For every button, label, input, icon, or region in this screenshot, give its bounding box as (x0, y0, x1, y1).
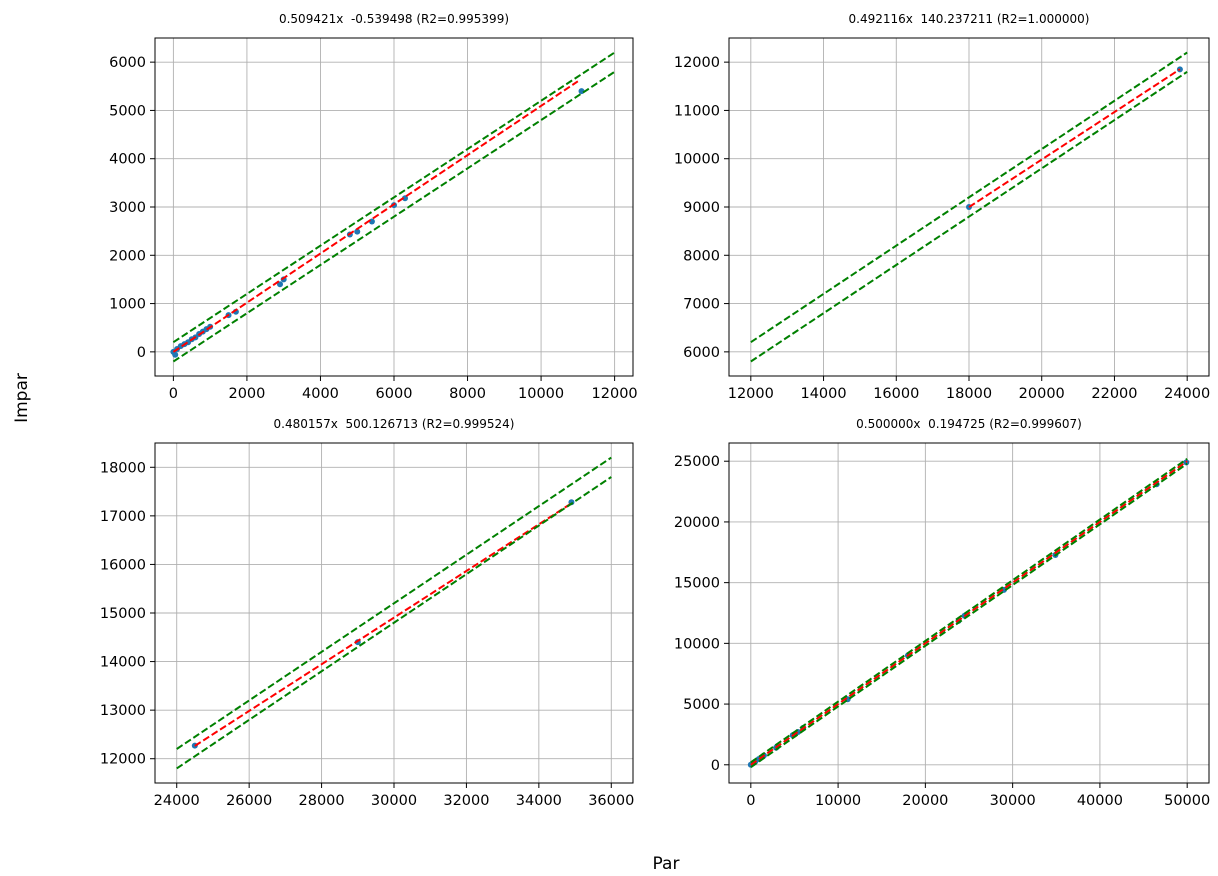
x-tick-label: 36000 (588, 793, 634, 809)
data-point (172, 351, 179, 358)
x-tick-label: 34000 (516, 793, 562, 809)
x-tick-label: 30000 (371, 793, 417, 809)
y-tick-label: 8000 (683, 248, 720, 264)
x-tick-label: 20000 (1019, 386, 1065, 402)
x-tick-label: 22000 (1091, 386, 1137, 402)
y-tick-label: 5000 (109, 103, 146, 119)
y-tick-label: 6000 (683, 345, 720, 361)
chart-panel-3: 24000 26000 28000 30000 32000 34000 36000 12000… (100, 417, 634, 809)
figure-ylabel: Impar (12, 373, 32, 423)
x-tick-label: 10000 (815, 793, 861, 809)
fit-line (194, 502, 572, 747)
y-tick-label: 3000 (109, 200, 146, 216)
x-tick-label: 12000 (592, 386, 638, 402)
plot-area (747, 457, 1190, 769)
x-tick-label: 26000 (226, 793, 272, 809)
x-tick-label: 40000 (1077, 793, 1123, 809)
y-tick-label: 5000 (683, 697, 720, 713)
plot-area (176, 456, 612, 770)
x-tick-label: 50000 (1164, 793, 1210, 809)
data-point (277, 281, 284, 288)
fit-line (968, 68, 1181, 208)
y-tick-label: 25000 (674, 454, 720, 470)
y-tick-label: 17000 (100, 509, 146, 525)
x-tick-label: 14000 (800, 386, 846, 402)
x-tick-label: 30000 (990, 793, 1036, 809)
x-tick-label: 4000 (302, 386, 339, 402)
subplot-title: 0.500000x 0.194725 (R2=0.999607) (856, 417, 1082, 431)
y-tick-label: 7000 (683, 297, 720, 313)
subplot-title: 0.480157x 500.126713 (R2=0.999524) (274, 417, 515, 431)
x-tick-label: 2000 (228, 386, 265, 402)
y-tick-label: 1000 (109, 297, 146, 313)
x-tick-label: 32000 (443, 793, 489, 809)
x-tick-label: 16000 (873, 386, 919, 402)
subplot-title: 0.492116x 140.237211 (R2=1.000000) (849, 12, 1090, 26)
y-tick-label: 10000 (674, 152, 720, 168)
axes-frame (728, 442, 1210, 784)
fit-line (172, 80, 579, 353)
y-tick-label: 15000 (100, 606, 146, 622)
x-tick-label: 20000 (902, 793, 948, 809)
x-tick-label: 0 (169, 386, 178, 402)
x-tick-label: 18000 (946, 386, 992, 402)
band-line (172, 70, 616, 363)
x-tick-label: 28000 (299, 793, 345, 809)
x-tick-label: 8000 (449, 386, 486, 402)
y-tick-label: 16000 (100, 557, 146, 573)
data-point (368, 218, 375, 225)
band-line (750, 70, 1188, 363)
chart-panel-1: 0 2000 4000 6000 8000 10000 12000 0 1000 2000 3000… (109, 12, 638, 402)
fit-line (750, 460, 1188, 766)
y-tick-label: 2000 (109, 248, 146, 264)
subplot-title: 0.509421x -0.539498 (R2=0.995399) (279, 12, 509, 26)
data-point (354, 228, 361, 235)
y-tick-label: 13000 (100, 703, 146, 719)
plot-area (750, 51, 1188, 363)
x-tick-label: 0 (746, 793, 755, 809)
x-tick-label: 12000 (728, 386, 774, 402)
x-tick-label: 24000 (154, 793, 200, 809)
y-tick-label: 0 (711, 758, 720, 774)
x-tick-label: 10000 (518, 386, 564, 402)
x-tick-label: 6000 (376, 386, 413, 402)
y-tick-label: 18000 (100, 460, 146, 476)
chart-panel-4: 0 10000 20000 30000 40000 50000 0 5000 10000 1500… (674, 417, 1210, 809)
chart-panel-2: 12000 14000 16000 18000 20000 22000 24000 6000 7… (674, 12, 1210, 402)
band-line (750, 457, 1188, 764)
y-tick-label: 12000 (100, 752, 146, 768)
band-line (176, 476, 612, 770)
band-line (172, 51, 616, 344)
band-line (750, 51, 1188, 344)
band-line (750, 462, 1188, 769)
y-tick-label: 11000 (674, 103, 720, 119)
figure-xlabel: Par (653, 854, 680, 874)
y-tick-label: 12000 (674, 55, 720, 71)
y-tick-label: 4000 (109, 152, 146, 168)
x-tick-label: 24000 (1164, 386, 1210, 402)
y-tick-label: 20000 (674, 515, 720, 531)
band-line (176, 456, 612, 750)
y-tick-label: 0 (137, 345, 146, 361)
y-tick-label: 6000 (109, 55, 146, 71)
y-tick-label: 15000 (674, 576, 720, 592)
y-tick-label: 10000 (674, 636, 720, 652)
plot-area (170, 51, 616, 363)
y-tick-label: 14000 (100, 655, 146, 671)
y-tick-label: 9000 (683, 200, 720, 216)
